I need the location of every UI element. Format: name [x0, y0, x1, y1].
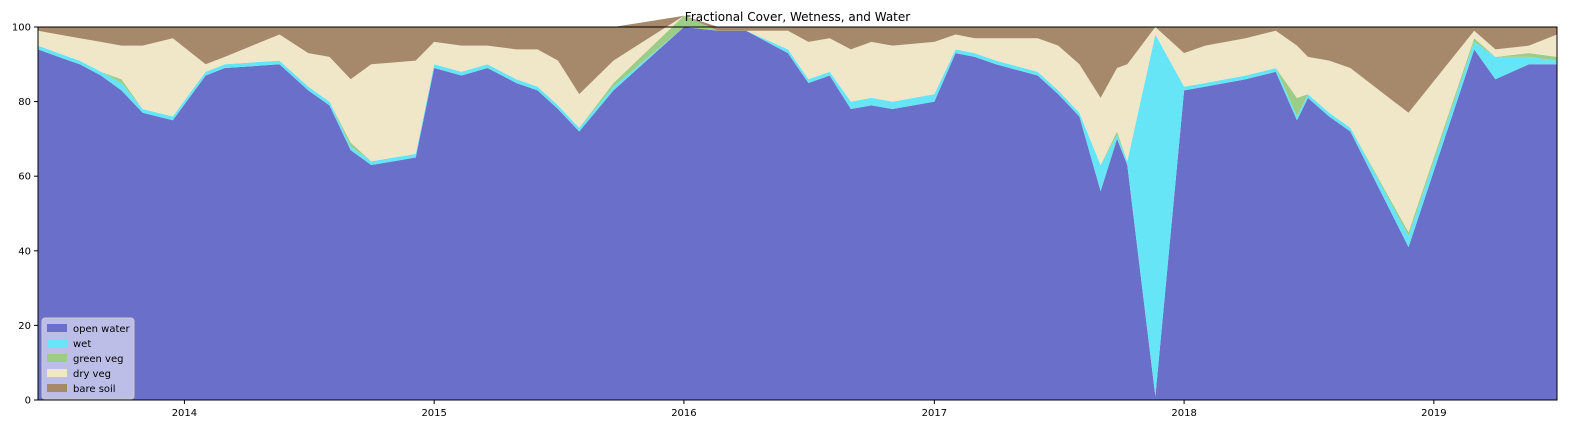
chart-title: Fractional Cover, Wetness, and Water — [685, 10, 910, 24]
area-dry-veg — [38, 15, 1557, 233]
x-tick-label: 2017 — [922, 408, 947, 419]
area-wet — [38, 27, 1557, 397]
legend-label: dry veg — [73, 369, 111, 380]
legend-label: bare soil — [73, 384, 116, 395]
x-tick-label: 2015 — [421, 408, 446, 419]
legend-swatch — [47, 369, 67, 377]
x-axis: 2014 2015 2016 2017 2018 2019 — [172, 400, 1447, 419]
y-tick-label: 40 — [18, 246, 31, 257]
stacked-area-layers — [38, 15, 1557, 400]
legend-swatch — [47, 324, 67, 332]
area-bare-soil — [38, 15, 1557, 113]
legend-swatch — [47, 354, 67, 362]
area-green-veg — [38, 15, 1557, 236]
x-tick-label: 2018 — [1171, 408, 1196, 419]
y-tick-label: 80 — [18, 97, 31, 108]
x-tick-label: 2019 — [1421, 408, 1446, 419]
plot-frame — [37, 26, 1558, 401]
legend: open water wet green veg dry veg bare soil — [41, 317, 135, 400]
y-tick-label: 100 — [12, 23, 31, 34]
legend-label: green veg — [73, 354, 123, 365]
area-open-water — [38, 27, 1557, 400]
legend-label: open water — [73, 324, 131, 335]
y-tick-label: 0 — [25, 396, 31, 407]
y-tick-label: 20 — [18, 321, 31, 332]
legend-swatch — [47, 384, 67, 392]
legend-label: wet — [73, 339, 91, 350]
legend-swatch — [47, 339, 67, 347]
y-axis: 0 20 40 60 80 100 — [12, 23, 38, 407]
legend-box — [41, 317, 135, 400]
x-tick-label: 2014 — [172, 408, 197, 419]
y-tick-label: 60 — [18, 172, 31, 183]
x-tick-label: 2016 — [671, 408, 696, 419]
